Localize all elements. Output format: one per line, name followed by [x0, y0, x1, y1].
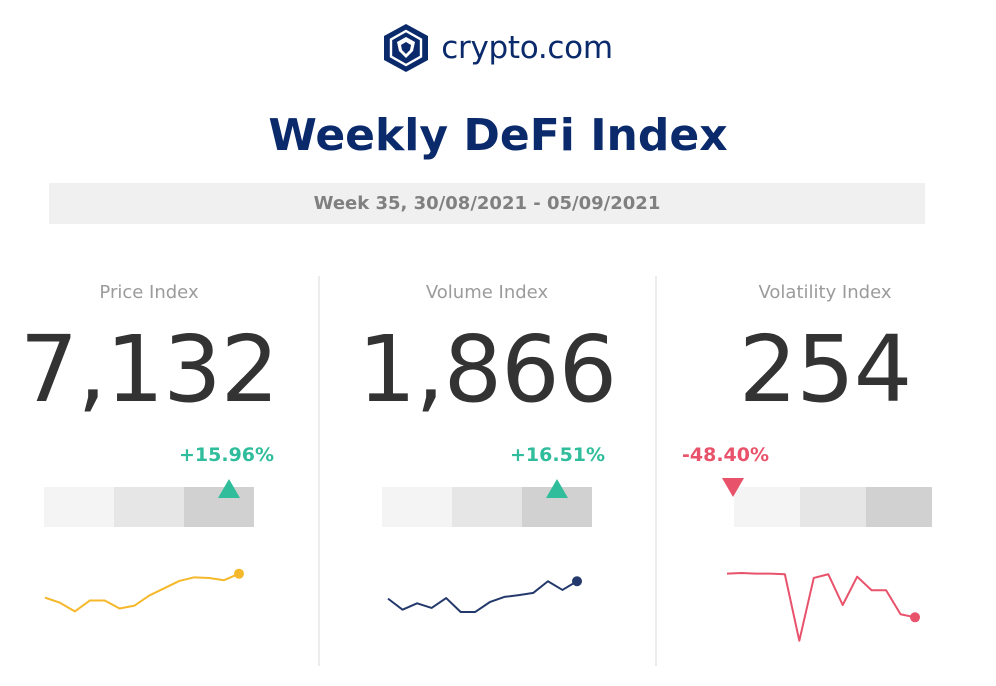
up-arrow-icon: [546, 479, 568, 498]
column-divider: [655, 276, 657, 666]
sparkline-path: [44, 572, 240, 613]
page-title: Weekly DeFi Index: [268, 110, 728, 161]
sparkline-end-dot: [572, 576, 582, 587]
sparkline-path: [726, 572, 916, 642]
level-segment-low: [382, 487, 452, 527]
level-segment-high: [866, 487, 932, 527]
volatility-index-label: Volatility Index: [758, 282, 892, 303]
sparkline-end-dot: [910, 612, 920, 623]
price-index-change: +15.96%: [179, 444, 275, 466]
level-segment-low: [734, 487, 800, 527]
column-divider: [318, 276, 320, 666]
volume-index-value: 1,866: [357, 316, 617, 423]
price-index-value: 7,132: [19, 316, 279, 423]
brand-header: crypto.com: [0, 22, 996, 74]
down-arrow-icon: [722, 478, 744, 497]
level-segment-mid: [800, 487, 866, 527]
price-index-label: Price Index: [99, 282, 199, 303]
volatility-index-value: 254: [738, 316, 913, 423]
price-index-sparkline: [44, 568, 244, 613]
level-segment-mid: [114, 487, 184, 527]
level-segment-mid: [452, 487, 522, 527]
sparkline-end-dot: [234, 568, 244, 579]
sparkline-path: [387, 580, 578, 613]
volume-index-sparkline: [387, 576, 582, 613]
level-segment-low: [44, 487, 114, 527]
volatility-index-sparkline: [726, 572, 920, 642]
brand-name: crypto.com: [441, 30, 613, 66]
up-arrow-icon: [218, 479, 240, 498]
volume-index-label: Volume Index: [425, 282, 549, 303]
volatility-index-change: -48.40%: [682, 444, 770, 466]
volume-index-change: +16.51%: [510, 444, 606, 466]
crypto-lion-shield-icon: [384, 24, 429, 72]
week-range-banner: Week 35, 30/08/2021 - 05/09/2021: [49, 183, 925, 224]
